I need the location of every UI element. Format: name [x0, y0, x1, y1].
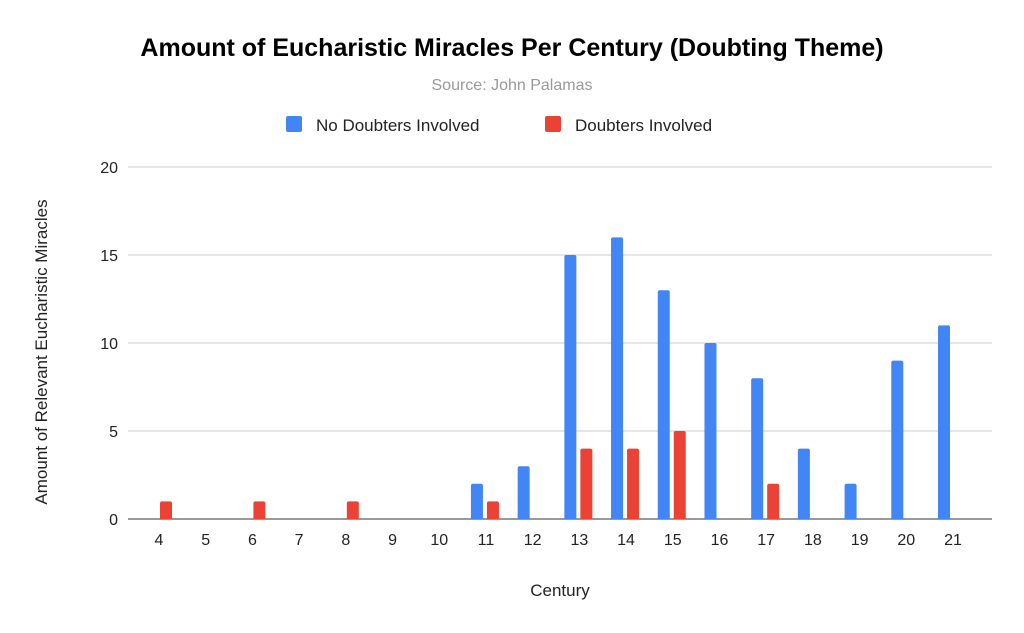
legend-label-no-doubters: No Doubters Involved — [316, 116, 479, 135]
bar-no-doubters-15 — [657, 290, 670, 519]
bar-no-doubters-18 — [797, 448, 810, 519]
bar-doubters-13 — [580, 448, 593, 519]
x-tick-label: 20 — [897, 532, 915, 549]
bar-no-doubters-12 — [517, 466, 530, 519]
x-tick-label: 5 — [201, 532, 210, 549]
bar-doubters-15 — [673, 431, 686, 519]
bar-no-doubters-16 — [704, 343, 717, 519]
chart-title: Amount of Eucharistic Miracles Per Centu… — [140, 34, 883, 62]
x-tick-label: 14 — [617, 532, 635, 549]
bar-no-doubters-21 — [938, 325, 950, 519]
bar-no-doubters-20 — [891, 360, 904, 519]
x-tick-label: 6 — [248, 532, 257, 549]
y-tick-label: 10 — [100, 336, 118, 353]
x-tick-label: 18 — [804, 532, 822, 549]
bar-no-doubters-11 — [470, 483, 483, 519]
bar-doubters-6 — [253, 501, 266, 519]
x-tick-label: 11 — [478, 532, 495, 549]
x-tick-label: 8 — [341, 532, 350, 549]
chart-subtitle: Source: John Palamas — [432, 77, 593, 94]
bar-no-doubters-13 — [564, 255, 577, 519]
bar-doubters-11 — [486, 501, 499, 519]
bar-doubters-8 — [346, 501, 359, 519]
x-tick-label: 16 — [711, 532, 729, 549]
y-tick-label: 20 — [100, 160, 118, 177]
x-tick-label: 4 — [155, 532, 164, 549]
bar-doubters-14 — [627, 448, 640, 519]
bar-no-doubters-19 — [844, 483, 857, 519]
bar-no-doubters-14 — [611, 237, 624, 519]
bar-no-doubters-17 — [751, 378, 764, 519]
legend-swatch-doubters — [545, 116, 561, 132]
x-tick-label: 10 — [430, 532, 448, 549]
bar-doubters-17 — [767, 483, 780, 519]
x-tick-label: 12 — [524, 532, 542, 549]
x-tick-label: 13 — [570, 532, 588, 549]
x-tick-label: 9 — [388, 532, 397, 549]
legend-swatch-no-doubters — [286, 116, 302, 132]
x-tick-label: 7 — [295, 532, 304, 549]
x-tick-label: 17 — [757, 532, 775, 549]
x-tick-label: 15 — [664, 532, 682, 549]
y-tick-label: 0 — [109, 512, 118, 529]
bar-doubters-4 — [160, 501, 172, 519]
legend-label-doubters: Doubters Involved — [575, 116, 712, 135]
x-axis-label: Century — [530, 581, 590, 600]
y-tick-label: 15 — [100, 248, 118, 265]
y-tick-label: 5 — [109, 424, 118, 441]
legend: No Doubters Involved Doubters Involved — [286, 116, 712, 135]
y-axis-label: Amount of Relevant Eucharistic Miracles — [32, 199, 51, 504]
x-tick-label: 21 — [944, 532, 962, 549]
x-tick-label: 19 — [851, 532, 869, 549]
